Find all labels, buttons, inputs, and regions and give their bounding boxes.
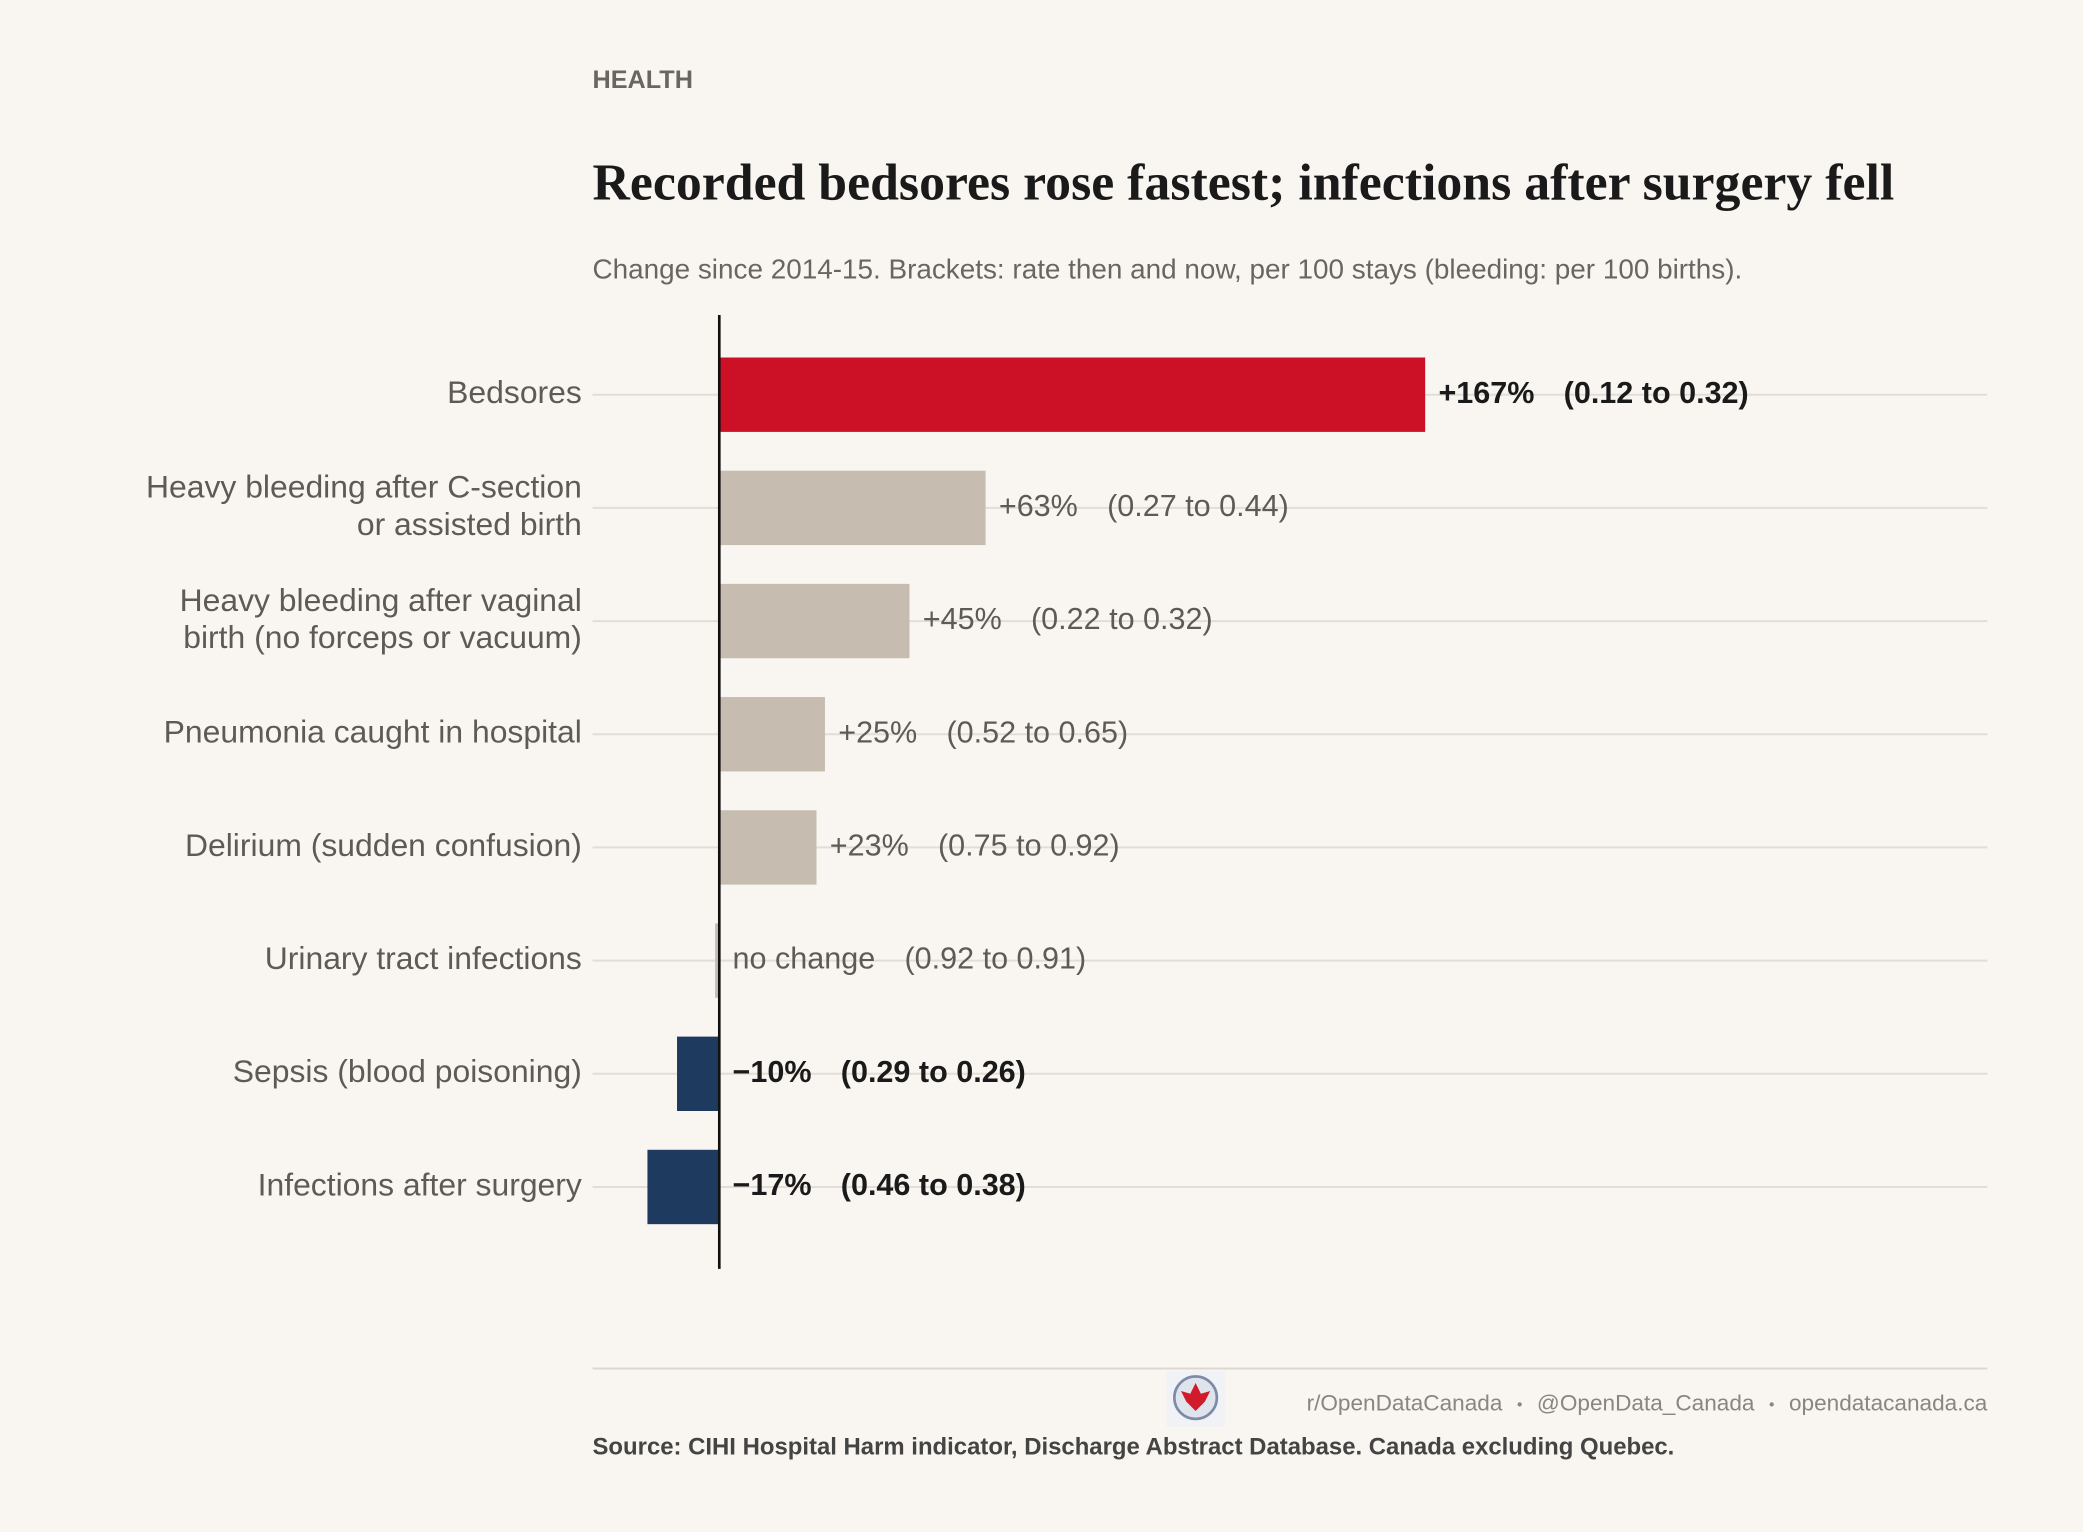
- value-label: −10%: [733, 1055, 812, 1089]
- value-label: −17%: [733, 1168, 812, 1202]
- value-label: +25%: [838, 715, 917, 749]
- range-label: (0.92 to 0.91): [904, 942, 1086, 976]
- bar: [715, 923, 720, 998]
- category-label: Pneumonia caught in hospital: [164, 714, 582, 750]
- category-label: Delirium (sudden confusion): [185, 827, 582, 863]
- category-label: Heavy bleeding after vaginal: [180, 582, 582, 618]
- footer-link: opendatacanada.ca: [1789, 1390, 1988, 1415]
- separator-dot: [1517, 1402, 1522, 1407]
- category-label: or assisted birth: [357, 506, 582, 542]
- value-label: +45%: [923, 602, 1002, 636]
- plot: +167% (0.12 to 0.32) Bedsores +63% (0.27 to …: [146, 314, 1988, 1269]
- chart-title: Recorded bedsores rose fastest; infectio…: [592, 154, 1894, 211]
- range-label: (0.22 to 0.32): [1031, 602, 1213, 636]
- separator-dot: [1769, 1402, 1774, 1407]
- bar: [677, 1036, 720, 1111]
- value-label: +23%: [830, 828, 909, 862]
- footer-link: @OpenData_Canada: [1537, 1390, 1755, 1415]
- bar: [719, 583, 910, 659]
- range-label: (0.27 to 0.44): [1107, 489, 1289, 523]
- bar: [719, 810, 817, 885]
- value-label: +167%: [1438, 376, 1534, 410]
- source: Source: CIHI Hospital Harm indicator, Di…: [592, 1433, 1674, 1460]
- value-label: +63%: [999, 489, 1078, 523]
- bar: [719, 697, 825, 772]
- category-label: Heavy bleeding after C-section: [146, 469, 582, 505]
- bar: [647, 1149, 720, 1225]
- value-label: no change: [733, 942, 876, 976]
- range-label: (0.12 to 0.32): [1564, 376, 1749, 410]
- kicker: HEALTH: [592, 66, 692, 94]
- bar: [719, 357, 1426, 432]
- footer-link: r/OpenDataCanada: [1307, 1390, 1503, 1415]
- logo: [1166, 1371, 1225, 1427]
- category-label: Bedsores: [447, 374, 582, 410]
- bar: [719, 470, 986, 546]
- footer-links: opendatacanada.ca @OpenData_Canada r/OpenD…: [1307, 1390, 1988, 1415]
- chart-subtitle: Change since 2014-15. Brackets: rate the…: [592, 254, 1742, 285]
- range-label: (0.46 to 0.38): [841, 1168, 1026, 1202]
- category-label: Urinary tract infections: [265, 940, 582, 976]
- range-label: (0.52 to 0.65): [946, 715, 1128, 749]
- range-label: (0.29 to 0.26): [841, 1055, 1026, 1089]
- category-label: Sepsis (blood poisoning): [233, 1053, 582, 1089]
- category-label: birth (no forceps or vacuum): [183, 619, 582, 655]
- category-label: Infections after surgery: [258, 1166, 582, 1202]
- range-label: (0.75 to 0.92): [938, 828, 1120, 862]
